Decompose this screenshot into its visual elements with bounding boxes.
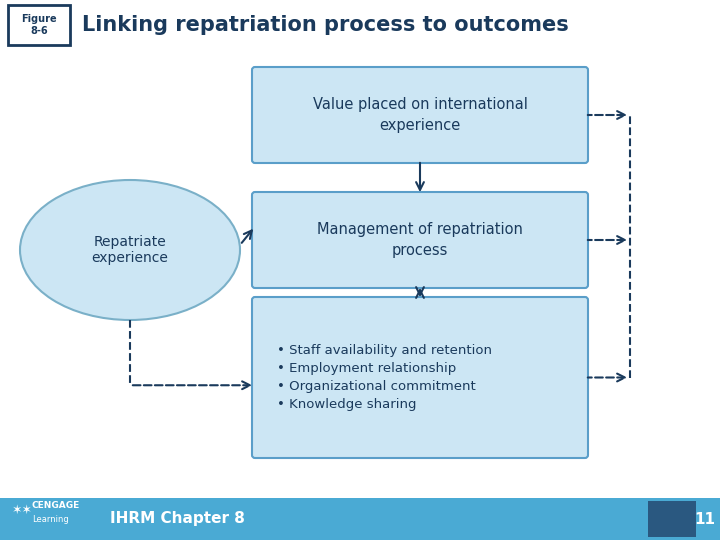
Text: Linking repatriation process to outcomes: Linking repatriation process to outcomes: [82, 15, 569, 35]
Text: 11: 11: [695, 511, 716, 526]
Text: Management of repatriation
process: Management of repatriation process: [317, 222, 523, 258]
Text: CENGAGE: CENGAGE: [32, 501, 80, 510]
FancyBboxPatch shape: [8, 5, 70, 45]
FancyBboxPatch shape: [252, 297, 588, 458]
FancyBboxPatch shape: [252, 192, 588, 288]
Text: Figure
8-6: Figure 8-6: [21, 14, 57, 36]
FancyBboxPatch shape: [0, 498, 720, 540]
FancyBboxPatch shape: [648, 501, 696, 537]
Text: ✶✶: ✶✶: [12, 503, 33, 516]
FancyBboxPatch shape: [252, 67, 588, 163]
Text: Value placed on international
experience: Value placed on international experience: [312, 97, 528, 133]
Ellipse shape: [20, 180, 240, 320]
Text: IHRM Chapter 8: IHRM Chapter 8: [110, 511, 245, 526]
Text: • Staff availability and retention
• Employment relationship
• Organizational co: • Staff availability and retention • Emp…: [277, 344, 492, 411]
Text: Repatriate
experience: Repatriate experience: [91, 235, 168, 265]
Text: Learning: Learning: [32, 516, 68, 524]
